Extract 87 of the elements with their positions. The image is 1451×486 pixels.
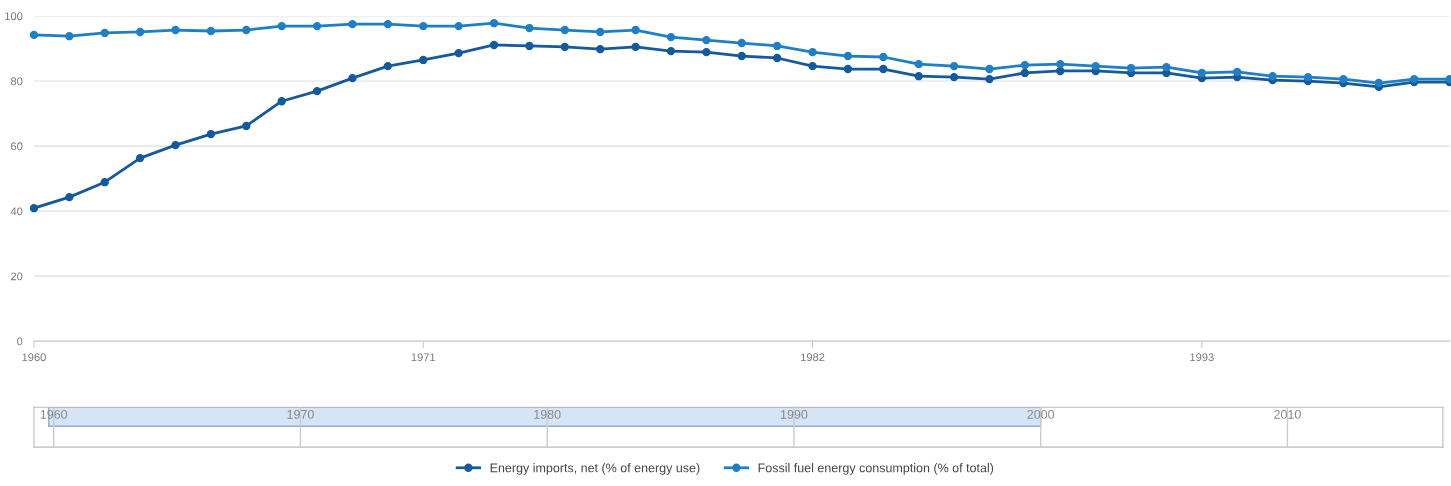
y-tick-label: 0 [17, 337, 23, 346]
x-tick-label: 2000 [1027, 409, 1055, 419]
point [29, 30, 39, 40]
point [454, 21, 463, 31]
point [737, 51, 746, 61]
point [525, 23, 534, 33]
point [560, 25, 569, 35]
y-tick-label: 80 [10, 77, 23, 86]
point [419, 55, 428, 65]
point [702, 35, 711, 45]
point [525, 41, 534, 51]
point [1126, 63, 1136, 73]
y-tick-label: 100 [5, 12, 23, 21]
point [489, 19, 499, 28]
point [1056, 59, 1065, 69]
point [1162, 62, 1171, 72]
x-tick-label: 1990 [780, 409, 808, 419]
x-tick-label: 1970 [287, 409, 314, 419]
point [879, 64, 888, 74]
point [631, 25, 640, 35]
point [489, 40, 499, 50]
point [454, 48, 463, 58]
legend-label: Fossil fuel energy consumption (% of total) [758, 463, 994, 475]
y-tick-label: 60 [11, 142, 23, 151]
point [206, 129, 216, 139]
x-tick-label: 1960 [40, 409, 68, 419]
point [171, 25, 180, 35]
point [1197, 68, 1206, 78]
point [737, 38, 746, 48]
x-tick-label: 1971 [411, 353, 436, 362]
point [29, 204, 39, 213]
y-tick-label: 40 [10, 207, 23, 216]
point [914, 72, 923, 81]
x-tick-label: 1960 [22, 353, 46, 362]
point [242, 25, 251, 35]
point [772, 41, 782, 51]
point [1020, 60, 1030, 70]
point [666, 46, 676, 56]
point [985, 74, 994, 84]
point [914, 59, 923, 69]
point [383, 19, 393, 29]
point [383, 61, 393, 71]
point [100, 178, 109, 187]
point [631, 42, 640, 52]
point [1268, 72, 1277, 81]
point [348, 73, 357, 83]
point [1303, 72, 1313, 82]
point [843, 51, 853, 61]
point [1339, 74, 1348, 84]
point [1056, 66, 1065, 76]
point [808, 61, 817, 71]
point [596, 27, 605, 37]
point [772, 53, 782, 63]
point [206, 26, 216, 36]
point [171, 140, 180, 150]
point [949, 72, 959, 82]
point [135, 153, 145, 163]
legend-label: Energy imports, net (% of energy use) [490, 463, 700, 475]
point [135, 27, 145, 37]
x-tick-label: 1993 [1190, 353, 1214, 362]
point [100, 28, 109, 38]
point [560, 42, 569, 52]
point [312, 86, 322, 96]
point [65, 32, 74, 41]
point [702, 47, 711, 57]
point [312, 21, 322, 31]
x-tick-label: 2010 [1274, 409, 1301, 419]
point [277, 97, 286, 106]
point [843, 64, 853, 74]
point [277, 21, 286, 31]
x-tick-label: 1980 [534, 409, 561, 419]
point [419, 21, 428, 31]
point [949, 61, 959, 71]
point [1020, 68, 1030, 78]
point [1233, 67, 1242, 77]
point [242, 121, 251, 131]
point [348, 19, 357, 29]
point [1091, 61, 1100, 71]
point [666, 33, 676, 42]
point [879, 52, 888, 62]
point [1374, 78, 1383, 88]
point [596, 45, 605, 54]
point [65, 192, 74, 202]
point [985, 64, 994, 74]
y-tick-label: 20 [11, 272, 23, 281]
x-tick-label: 1982 [801, 353, 825, 362]
point [808, 47, 817, 57]
